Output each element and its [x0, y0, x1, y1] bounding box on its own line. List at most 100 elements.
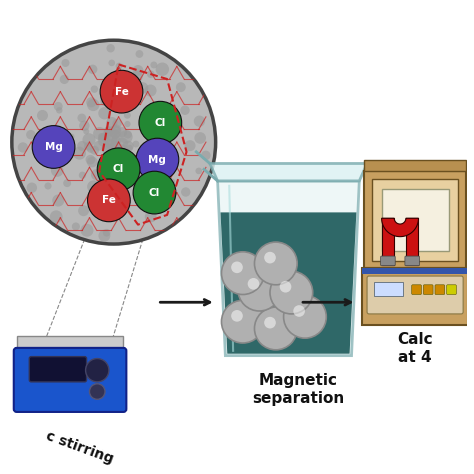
- Circle shape: [248, 278, 259, 290]
- Circle shape: [98, 133, 109, 144]
- Circle shape: [98, 135, 110, 147]
- Circle shape: [131, 71, 143, 82]
- Circle shape: [238, 268, 281, 311]
- Circle shape: [293, 305, 305, 317]
- Circle shape: [97, 148, 140, 191]
- FancyBboxPatch shape: [374, 282, 403, 296]
- Circle shape: [137, 82, 148, 94]
- Text: Fe: Fe: [102, 195, 116, 205]
- Circle shape: [123, 91, 134, 102]
- Circle shape: [50, 125, 62, 137]
- Circle shape: [86, 97, 96, 108]
- Circle shape: [88, 179, 130, 222]
- Circle shape: [50, 126, 58, 134]
- Circle shape: [100, 70, 143, 113]
- Circle shape: [99, 230, 110, 242]
- Circle shape: [103, 131, 110, 138]
- Circle shape: [124, 121, 131, 127]
- Circle shape: [135, 185, 145, 195]
- Circle shape: [87, 145, 94, 153]
- Circle shape: [194, 132, 206, 144]
- Circle shape: [83, 128, 89, 135]
- FancyBboxPatch shape: [381, 256, 395, 266]
- Circle shape: [169, 179, 175, 185]
- Circle shape: [109, 60, 115, 66]
- Circle shape: [113, 173, 122, 182]
- Circle shape: [87, 99, 100, 111]
- Circle shape: [98, 133, 105, 140]
- Circle shape: [111, 141, 120, 150]
- Circle shape: [90, 384, 105, 399]
- Circle shape: [73, 146, 86, 160]
- FancyBboxPatch shape: [412, 285, 421, 294]
- Circle shape: [98, 107, 110, 119]
- Circle shape: [94, 141, 103, 151]
- Circle shape: [32, 126, 75, 168]
- Circle shape: [105, 145, 111, 152]
- Circle shape: [100, 96, 111, 106]
- Circle shape: [101, 95, 109, 103]
- Circle shape: [78, 205, 89, 216]
- Circle shape: [255, 307, 297, 350]
- Circle shape: [79, 120, 90, 131]
- Circle shape: [103, 164, 114, 175]
- Circle shape: [104, 151, 110, 158]
- Circle shape: [104, 126, 112, 134]
- Circle shape: [119, 130, 133, 144]
- Circle shape: [110, 129, 120, 139]
- Polygon shape: [220, 212, 356, 354]
- Circle shape: [184, 140, 196, 151]
- Circle shape: [12, 40, 216, 244]
- Circle shape: [147, 71, 155, 78]
- Circle shape: [104, 127, 113, 137]
- Circle shape: [280, 281, 292, 292]
- Circle shape: [51, 164, 64, 177]
- Circle shape: [221, 252, 264, 294]
- Circle shape: [115, 76, 125, 86]
- Circle shape: [105, 140, 114, 149]
- Text: Mg: Mg: [45, 142, 63, 152]
- Circle shape: [18, 142, 28, 153]
- Circle shape: [111, 137, 118, 144]
- Circle shape: [86, 155, 95, 164]
- Circle shape: [117, 137, 128, 149]
- FancyBboxPatch shape: [435, 285, 445, 294]
- FancyBboxPatch shape: [367, 276, 463, 314]
- FancyBboxPatch shape: [14, 348, 127, 412]
- Circle shape: [112, 119, 122, 128]
- Circle shape: [136, 138, 179, 181]
- Circle shape: [109, 141, 119, 151]
- Circle shape: [264, 317, 276, 328]
- Circle shape: [87, 157, 98, 167]
- Circle shape: [77, 114, 86, 122]
- Circle shape: [133, 171, 176, 214]
- Circle shape: [114, 94, 127, 106]
- Circle shape: [82, 133, 96, 146]
- FancyBboxPatch shape: [423, 285, 433, 294]
- Circle shape: [27, 182, 37, 193]
- Circle shape: [115, 145, 128, 157]
- Circle shape: [54, 102, 63, 111]
- FancyBboxPatch shape: [372, 179, 458, 261]
- Circle shape: [91, 169, 102, 180]
- Circle shape: [201, 151, 210, 160]
- Text: Cl: Cl: [113, 164, 124, 174]
- Circle shape: [126, 82, 138, 93]
- Circle shape: [139, 173, 148, 182]
- Circle shape: [26, 130, 36, 139]
- Circle shape: [117, 127, 127, 137]
- Circle shape: [264, 252, 276, 264]
- Circle shape: [105, 139, 115, 149]
- Polygon shape: [382, 218, 394, 265]
- Circle shape: [270, 271, 313, 314]
- Circle shape: [45, 182, 52, 190]
- Text: Cl: Cl: [155, 118, 166, 128]
- Circle shape: [72, 222, 80, 230]
- Circle shape: [180, 106, 190, 115]
- Circle shape: [107, 44, 115, 53]
- Circle shape: [145, 211, 156, 222]
- Circle shape: [231, 262, 243, 273]
- Circle shape: [123, 141, 134, 152]
- Polygon shape: [382, 218, 419, 237]
- Circle shape: [155, 63, 169, 76]
